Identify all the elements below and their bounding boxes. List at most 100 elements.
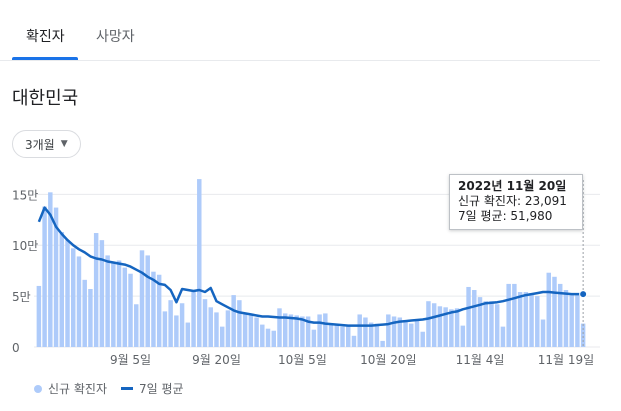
y-tick-label: 10만 bbox=[12, 239, 38, 253]
range-dropdown[interactable]: 3개월 ▼ bbox=[12, 130, 81, 158]
case-bar bbox=[300, 316, 305, 347]
case-bar bbox=[523, 292, 529, 347]
tooltip-new-cases: 신규 확진자: 23,091 bbox=[458, 194, 567, 208]
case-bar bbox=[225, 310, 231, 347]
case-bar bbox=[271, 330, 276, 347]
case-bar bbox=[65, 240, 70, 347]
average-line bbox=[37, 206, 584, 327]
x-tick-label: 11월 19일 bbox=[538, 353, 594, 367]
case-bar bbox=[460, 325, 466, 347]
tab-confirmed[interactable]: 확진자 bbox=[26, 29, 65, 45]
tab-deaths[interactable]: 사망자 bbox=[96, 29, 135, 45]
x-tick-label: 9월 5일 bbox=[110, 353, 151, 367]
case-bar bbox=[36, 285, 42, 347]
case-bar bbox=[305, 316, 311, 347]
case-bar bbox=[282, 313, 288, 347]
case-bar bbox=[179, 303, 185, 347]
case-bar bbox=[500, 326, 506, 347]
case-bar bbox=[168, 300, 173, 347]
case-bar bbox=[489, 301, 494, 347]
case-bar bbox=[128, 273, 133, 347]
case-bar bbox=[174, 315, 179, 347]
case-bar bbox=[248, 315, 254, 347]
case-bar bbox=[466, 286, 471, 347]
x-tick-label: 9월 20일 bbox=[192, 353, 241, 367]
case-bar bbox=[191, 292, 196, 347]
case-bar bbox=[540, 319, 546, 347]
case-bar bbox=[93, 233, 99, 347]
case-bar bbox=[546, 272, 551, 347]
case-bar bbox=[111, 262, 116, 347]
average-endpoint-marker bbox=[579, 290, 588, 299]
case-bar bbox=[311, 329, 317, 347]
case-bar bbox=[380, 340, 385, 347]
case-bar bbox=[265, 328, 271, 347]
chart-legend: 신규 확진자 7일 평균 bbox=[34, 380, 184, 397]
active-tab-indicator bbox=[12, 57, 78, 60]
case-bar bbox=[575, 295, 580, 347]
case-bar bbox=[397, 317, 403, 347]
case-bar bbox=[242, 314, 248, 347]
case-bar bbox=[197, 179, 202, 347]
case-bar bbox=[357, 314, 362, 347]
y-tick-label: 0 bbox=[12, 341, 20, 355]
case-bar bbox=[88, 288, 93, 347]
case-bar bbox=[494, 304, 500, 347]
case-bar bbox=[477, 297, 483, 347]
case-bar bbox=[391, 316, 397, 347]
case-bar bbox=[105, 255, 110, 347]
legend-bar-label: 신규 확진자 bbox=[48, 382, 108, 396]
case-bar bbox=[506, 283, 511, 347]
case-bar bbox=[346, 325, 351, 347]
case-bar bbox=[139, 250, 145, 347]
case-bar bbox=[535, 296, 540, 347]
case-bar bbox=[340, 326, 345, 347]
case-bar bbox=[134, 304, 139, 347]
case-bar bbox=[237, 300, 242, 347]
case-bar bbox=[563, 290, 569, 347]
legend-line-label: 7일 평균 bbox=[139, 382, 184, 396]
case-bar bbox=[409, 323, 414, 347]
case-bar bbox=[580, 323, 586, 347]
case-bar bbox=[260, 324, 265, 347]
case-bar bbox=[202, 299, 208, 347]
range-label: 3개월 bbox=[25, 137, 55, 152]
legend-line-swatch bbox=[121, 387, 134, 390]
case-bar bbox=[328, 323, 334, 347]
case-bar bbox=[437, 306, 443, 347]
tab-bar: 확진자 사망자 bbox=[0, 0, 600, 61]
case-bar bbox=[214, 312, 219, 347]
case-bar bbox=[254, 317, 259, 347]
case-bar bbox=[386, 314, 391, 347]
case-bar bbox=[431, 303, 437, 347]
case-bar bbox=[76, 256, 82, 347]
case-bar bbox=[185, 322, 191, 347]
case-bar bbox=[420, 331, 425, 347]
case-bar bbox=[162, 311, 168, 347]
chart-tooltip: 2022년 11월 20일 신규 확진자: 23,091 7일 평균: 51,9… bbox=[449, 174, 583, 230]
region-title: 대한민국 bbox=[12, 88, 79, 109]
case-bar bbox=[323, 313, 328, 347]
case-bar bbox=[374, 323, 380, 347]
case-bar bbox=[294, 315, 299, 347]
tooltip-date: 2022년 11월 20일 bbox=[458, 179, 567, 193]
case-bar bbox=[512, 283, 517, 347]
case-bar bbox=[99, 240, 105, 347]
caret-down-icon: ▼ bbox=[60, 139, 68, 149]
case-bar bbox=[403, 320, 408, 347]
x-tick-label: 11월 4일 bbox=[456, 353, 505, 367]
case-bar bbox=[122, 267, 128, 347]
case-bar bbox=[472, 290, 477, 347]
case-bar bbox=[529, 293, 534, 347]
x-tick-label: 10월 5일 bbox=[278, 353, 327, 367]
case-bar bbox=[53, 207, 59, 347]
case-bar bbox=[414, 320, 420, 347]
tooltip-average: 7일 평균: 51,980 bbox=[458, 209, 553, 223]
case-bar bbox=[145, 255, 150, 347]
case-bar bbox=[363, 317, 368, 347]
case-bar bbox=[426, 301, 431, 347]
cases-chart[interactable]: 0 5만 10만 15만 9월 5일 9월 20일 10월 5일 10월 20일 11월 4일 1… bbox=[0, 170, 621, 375]
case-bar bbox=[288, 314, 294, 347]
case-bar bbox=[483, 301, 488, 347]
case-bar bbox=[569, 295, 574, 347]
